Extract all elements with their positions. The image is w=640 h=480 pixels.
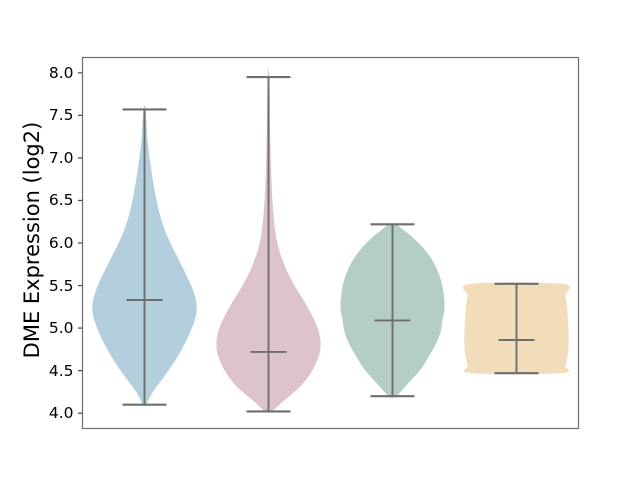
y-tick-label: 8.0 xyxy=(48,63,74,82)
y-tick-label: 7.0 xyxy=(48,148,74,167)
y-axis-label: DME Expression (log2) xyxy=(20,121,44,359)
y-tick-label: 6.0 xyxy=(48,234,74,252)
violin-group-3 xyxy=(340,222,445,398)
y-tick-label: 4.5 xyxy=(48,361,74,380)
y-tick-label: 7.5 xyxy=(48,106,74,125)
y-tick-label: 6.5 xyxy=(48,191,74,210)
y-tick-label: 4.0 xyxy=(48,404,74,423)
violin-group-4 xyxy=(462,282,571,375)
violin-group-1 xyxy=(92,105,197,407)
y-tick-label: 5.0 xyxy=(48,319,74,338)
violin-group-2 xyxy=(216,69,321,413)
y-tick-label: 5.5 xyxy=(48,276,74,295)
